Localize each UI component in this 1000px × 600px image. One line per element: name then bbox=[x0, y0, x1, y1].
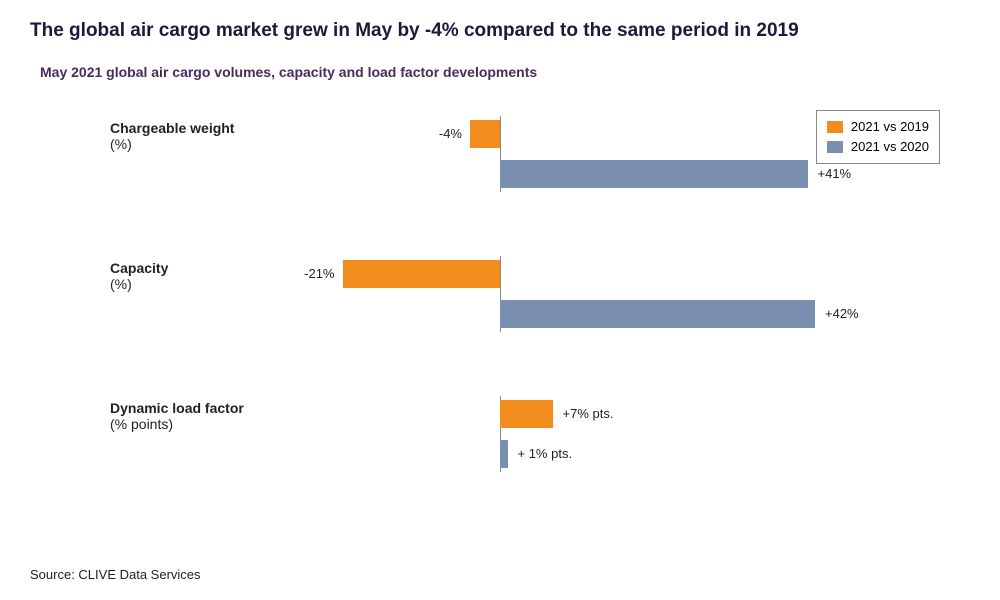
legend-label: 2021 vs 2019 bbox=[851, 117, 929, 137]
bar-value-label: -4% bbox=[439, 120, 462, 148]
group-label-unit: (% points) bbox=[110, 416, 360, 432]
legend-item: 2021 vs 2019 bbox=[827, 117, 929, 137]
bar-value-label: -21% bbox=[304, 260, 334, 288]
group-label-main: Chargeable weight bbox=[110, 120, 360, 136]
chart-bar bbox=[500, 400, 553, 428]
chart-bar bbox=[500, 160, 808, 188]
chart-bar bbox=[500, 440, 508, 468]
chart-bar bbox=[470, 120, 500, 148]
chart-subtitle: May 2021 global air cargo volumes, capac… bbox=[40, 64, 970, 80]
chart-legend: 2021 vs 2019 2021 vs 2020 bbox=[816, 110, 940, 164]
group-label-unit: (%) bbox=[110, 136, 360, 152]
group-label: Chargeable weight(%) bbox=[110, 120, 360, 152]
legend-swatch bbox=[827, 141, 843, 153]
legend-item: 2021 vs 2020 bbox=[827, 137, 929, 157]
group-label-main: Dynamic load factor bbox=[110, 400, 360, 416]
chart-area: 2021 vs 2019 2021 vs 2020 Chargeable wei… bbox=[30, 110, 970, 530]
bar-value-label: +42% bbox=[825, 300, 859, 328]
bar-value-label: +7% pts. bbox=[563, 400, 614, 428]
group-label: Dynamic load factor(% points) bbox=[110, 400, 360, 432]
chart-bar bbox=[500, 300, 815, 328]
legend-label: 2021 vs 2020 bbox=[851, 137, 929, 157]
chart-bar bbox=[343, 260, 501, 288]
legend-swatch bbox=[827, 121, 843, 133]
page-title: The global air cargo market grew in May … bbox=[30, 20, 970, 42]
bar-value-label: +41% bbox=[818, 160, 852, 188]
bar-value-label: + 1% pts. bbox=[518, 440, 573, 468]
source-text: Source: CLIVE Data Services bbox=[30, 567, 201, 582]
